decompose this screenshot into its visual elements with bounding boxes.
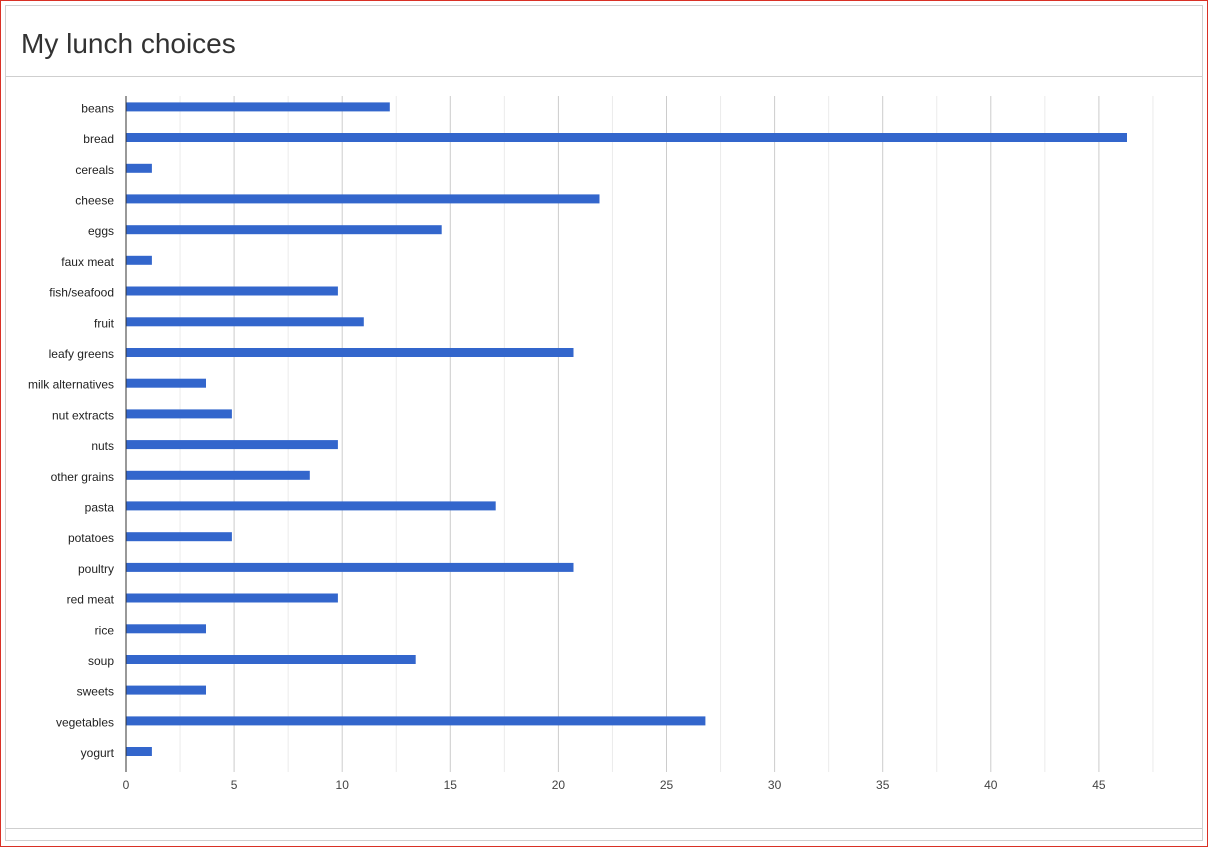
category-label: soup <box>88 654 114 668</box>
bar <box>126 102 390 112</box>
x-tick-label: 45 <box>1092 778 1106 792</box>
x-tick-label: 40 <box>984 778 998 792</box>
category-label: poultry <box>78 562 114 576</box>
bar <box>126 562 574 572</box>
category-label: vegetables <box>56 715 114 729</box>
bar <box>126 194 600 204</box>
category-label: nuts <box>91 439 114 453</box>
bar <box>126 685 206 695</box>
bar <box>126 286 338 296</box>
chart-area: beans bread cereals cheese eggs faux meat fish… <box>6 76 1202 829</box>
chart-title: My lunch choices <box>21 28 236 59</box>
x-tick-label: 25 <box>660 778 674 792</box>
x-tick-label: 15 <box>444 778 458 792</box>
category-label: yogurt <box>81 746 115 760</box>
x-tick-label: 5 <box>231 778 238 792</box>
bar <box>126 409 232 419</box>
chart-header: My lunch choices <box>6 6 1202 77</box>
x-tick-label: 10 <box>336 778 350 792</box>
category-label: sweets <box>77 685 114 699</box>
x-tick-label: 0 <box>123 778 130 792</box>
category-label: potatoes <box>68 531 114 545</box>
bar <box>126 624 206 634</box>
bar <box>126 317 364 327</box>
bar <box>126 378 206 388</box>
category-label: other grains <box>51 470 114 484</box>
bar <box>126 255 152 265</box>
x-tick-label: 30 <box>768 778 782 792</box>
category-label: faux meat <box>61 255 114 269</box>
category-label: bread <box>83 132 114 146</box>
category-label: leafy greens <box>49 347 114 361</box>
category-label: red meat <box>67 593 115 607</box>
bar <box>126 532 232 542</box>
category-label: fruit <box>94 316 115 330</box>
x-tick-label: 20 <box>552 778 566 792</box>
category-label: eggs <box>88 224 114 238</box>
bar <box>126 163 152 173</box>
bar <box>126 593 338 603</box>
bar <box>126 348 574 357</box>
category-label: cheese <box>75 193 114 207</box>
bar <box>126 716 706 726</box>
category-label: cereals <box>75 163 114 177</box>
bar <box>126 440 338 450</box>
category-label: rice <box>95 623 115 637</box>
bar-chart: beans bread cereals cheese eggs faux meat fish… <box>28 96 1154 792</box>
bar <box>126 133 1127 142</box>
category-label: pasta <box>85 500 115 514</box>
category-label: beans <box>81 101 114 115</box>
category-label: fish/seafood <box>49 286 114 300</box>
bar <box>126 747 152 756</box>
chart-card: My lunch choices beans bread cereals cheese… <box>5 5 1203 841</box>
bar <box>126 655 416 664</box>
bar <box>126 225 442 235</box>
category-label: milk alternatives <box>28 378 114 392</box>
category-label: nut extracts <box>52 408 114 422</box>
bar <box>126 501 496 511</box>
x-tick-label: 35 <box>876 778 890 792</box>
bar <box>126 470 310 480</box>
